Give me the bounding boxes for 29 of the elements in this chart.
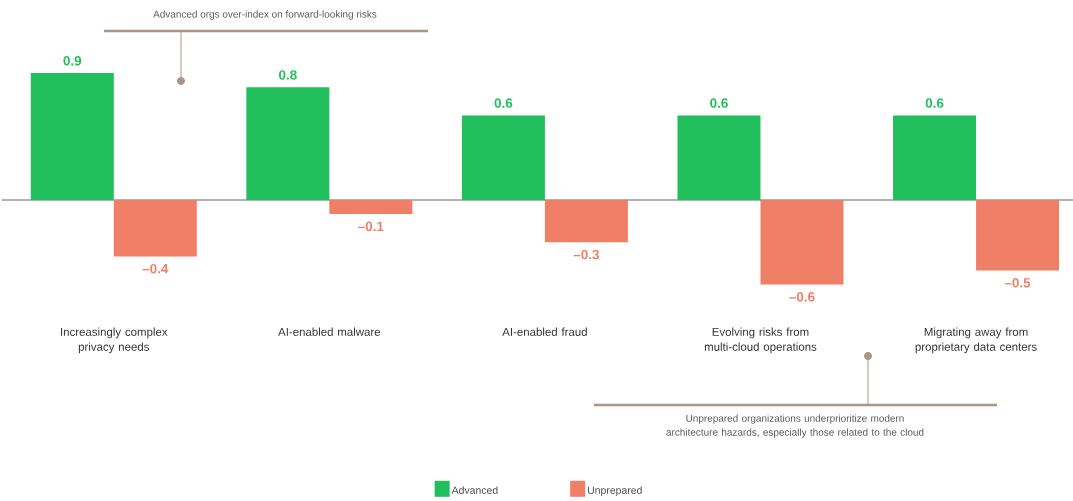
bar <box>544 200 628 243</box>
bar <box>461 115 545 200</box>
bar <box>677 115 761 200</box>
data-label: –0.5 <box>1004 278 1031 288</box>
bar <box>893 115 977 200</box>
bar <box>246 87 330 200</box>
data-label: 0.6 <box>494 98 513 108</box>
bar <box>760 200 844 285</box>
data-label: 0.6 <box>925 98 944 108</box>
x-tick-label: Increasingly complex privacy needs <box>61 327 168 354</box>
x-tick-label: Evolving risks from multi-cloud operations <box>704 327 817 354</box>
x-tick-label: AI-enabled malware <box>278 327 381 336</box>
text: Advanced orgs over-index on forward-looking risks <box>153 10 377 20</box>
bar <box>113 200 197 257</box>
bar <box>329 200 413 215</box>
x-tick-label: Migrating away from proprietary data centers <box>915 327 1037 354</box>
bar <box>976 200 1060 271</box>
data-label: –0.6 <box>789 292 815 302</box>
legend-label: Unprepared <box>587 486 642 497</box>
data-label: 0.8 <box>279 70 297 80</box>
data-label: –0.3 <box>573 249 600 260</box>
legend-label: Advanced <box>451 486 498 494</box>
data-label: 0.6 <box>710 98 728 108</box>
data-label: 0.9 <box>63 56 82 66</box>
data-label: –0.4 <box>142 263 169 274</box>
data-label: –0.1 <box>358 221 384 232</box>
text: Unprepared organizations underprioritize modern architecture hazards, especially those related to the cloud <box>666 414 924 438</box>
x-tick-label: AI-enabled fraud <box>502 327 587 336</box>
bar <box>30 73 114 200</box>
